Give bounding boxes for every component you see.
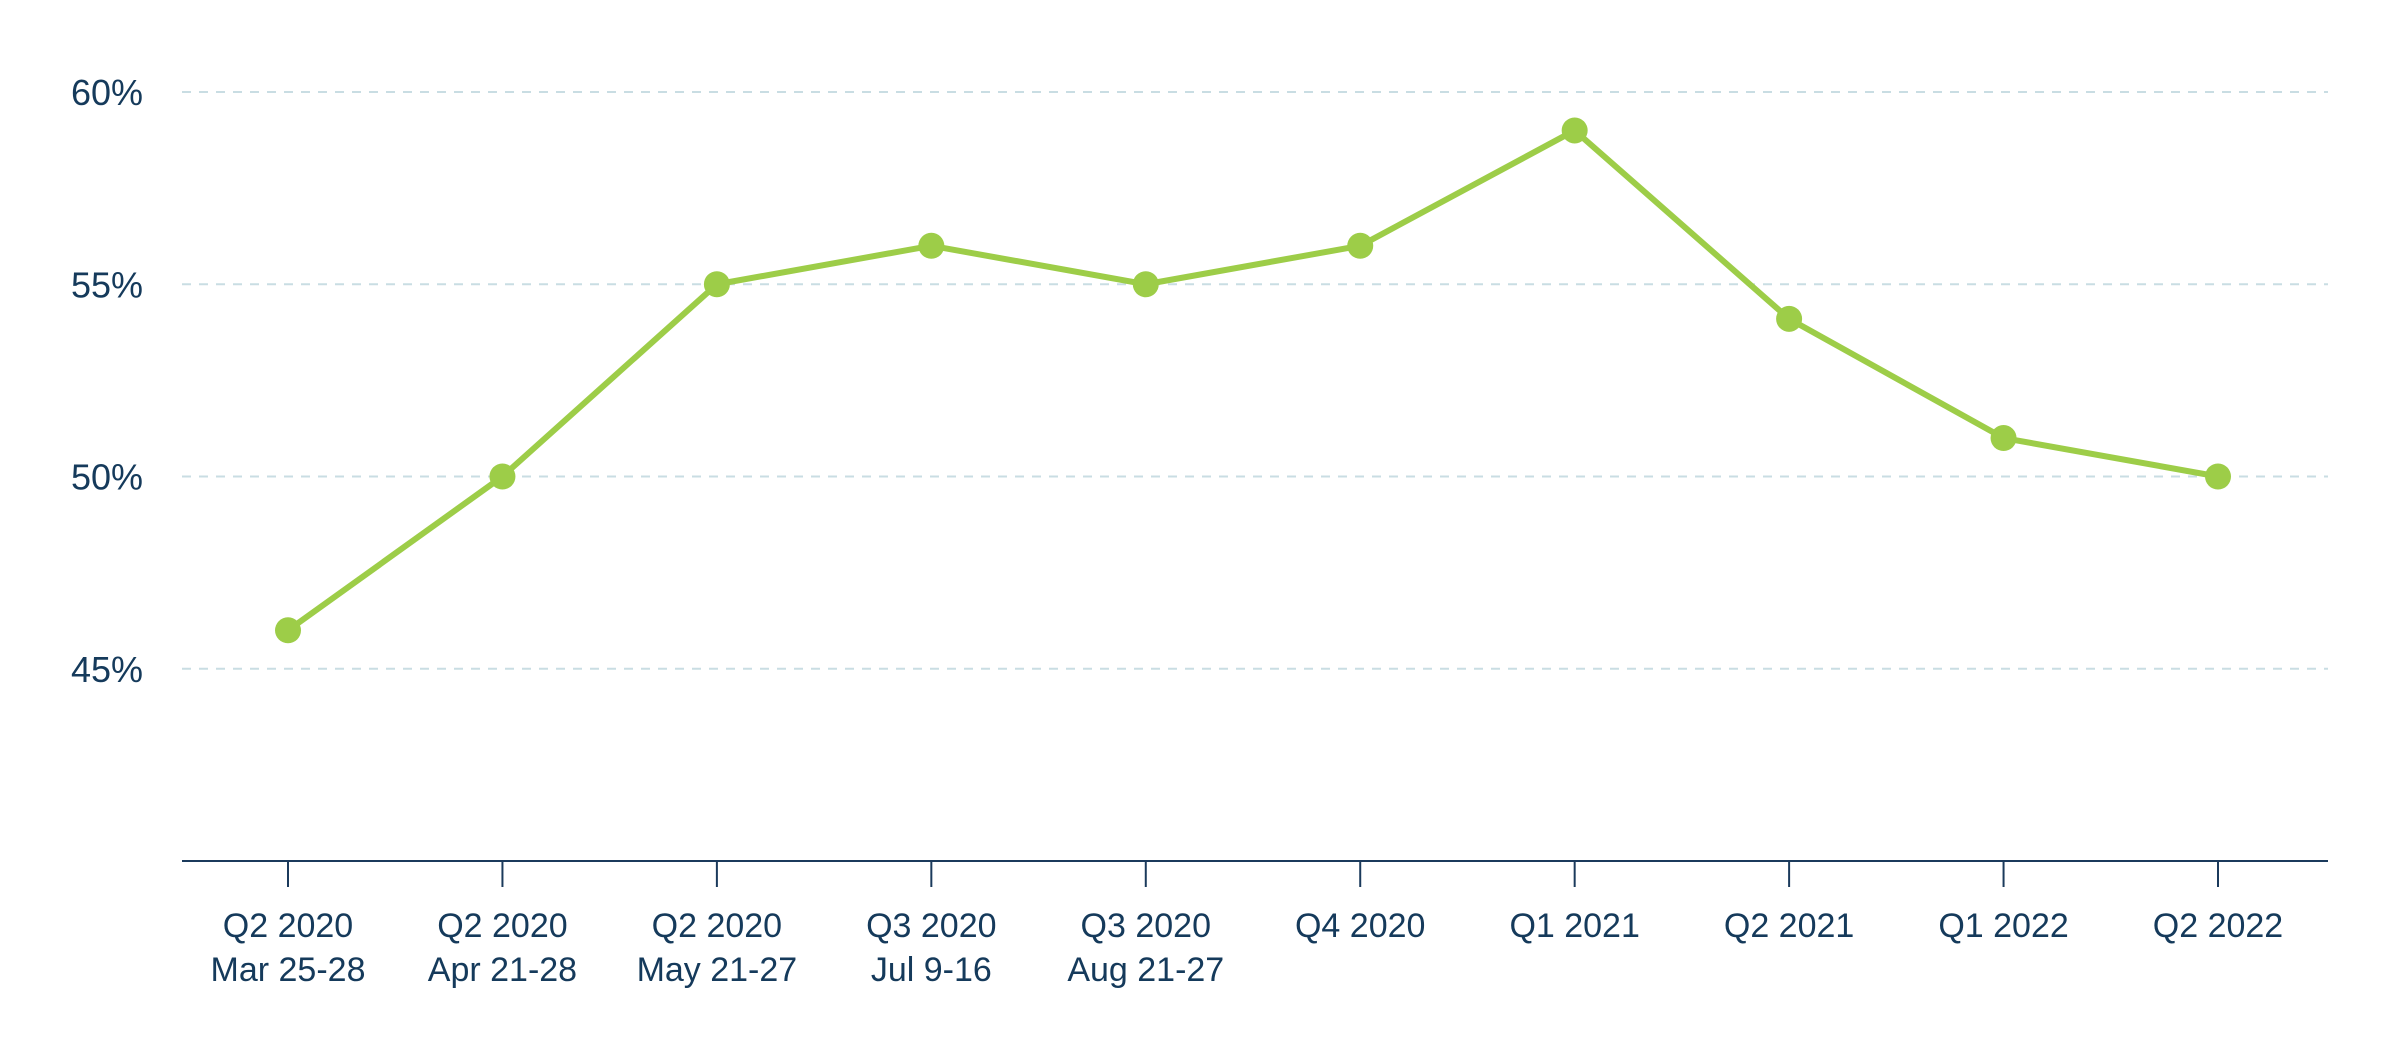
x-tick-label-line: Mar 25-28 [211,951,366,989]
data-point [1776,305,1803,332]
x-tick-label-line: Q2 2020 [652,907,782,945]
y-tick-label: 55% [71,264,143,305]
data-point [918,232,945,259]
series-line [285,127,2221,634]
y-tick-label: 50% [71,457,143,498]
x-tick-label: Q2 2021 [1724,907,1854,945]
y-axis-tick-labels: 45% 50% 55% 60% [71,72,143,690]
series-layer [275,117,2231,644]
data-point [275,617,301,644]
x-tick-label-line: Q2 2022 [2153,907,2283,945]
x-tick-label-line: Q3 2020 [866,907,996,945]
x-tick-label-line: Q3 2020 [1081,907,1211,945]
data-point [2205,463,2231,490]
x-tick-label: Q4 2020 [1295,907,1425,945]
x-tick-label-line: Q4 2020 [1295,907,1425,945]
x-tick-label: Q3 2020 Aug 21-27 [1067,907,1224,989]
data-point [489,463,516,490]
x-tick-label: Q2 2020 May 21-27 [637,907,798,989]
data-point [703,271,730,298]
x-tick-label: Q3 2020 Jul 9-16 [866,907,996,989]
x-tick-label: Q2 2020 Apr 21-28 [428,907,577,989]
x-axis-tick-labels: Q2 2020 Mar 25-28 Q2 2020 Apr 21-28 Q2 2020 M… [211,907,2284,989]
gridlines [182,91,2328,670]
x-tick-label: Q2 2020 Mar 25-28 [211,907,366,989]
y-tick-label: 60% [71,72,143,113]
data-point [1347,232,1374,259]
x-tick-label-line: Q2 2020 [437,907,567,945]
data-point [1990,425,2017,452]
x-axis [182,860,2328,887]
x-tick-label: Q1 2021 [1509,907,1639,945]
y-tick-label: 45% [71,649,143,690]
x-tick-label-line: Apr 21-28 [428,951,577,989]
x-tick-label: Q2 2022 [2153,907,2283,945]
x-tick-label-line: Aug 21-27 [1067,951,1224,989]
x-tick-label-line: Q2 2021 [1724,907,1854,945]
data-point [1132,271,1159,298]
data-point [1561,117,1588,144]
x-tick-label-line: Q1 2022 [1938,907,2068,945]
x-tick-label-line: Jul 9-16 [871,951,992,989]
x-tick-label-line: Q2 2020 [223,907,353,945]
x-tick-label-line: Q1 2021 [1509,907,1639,945]
x-tick-label: Q1 2022 [1938,907,2068,945]
x-tick-label-line: May 21-27 [637,951,798,989]
